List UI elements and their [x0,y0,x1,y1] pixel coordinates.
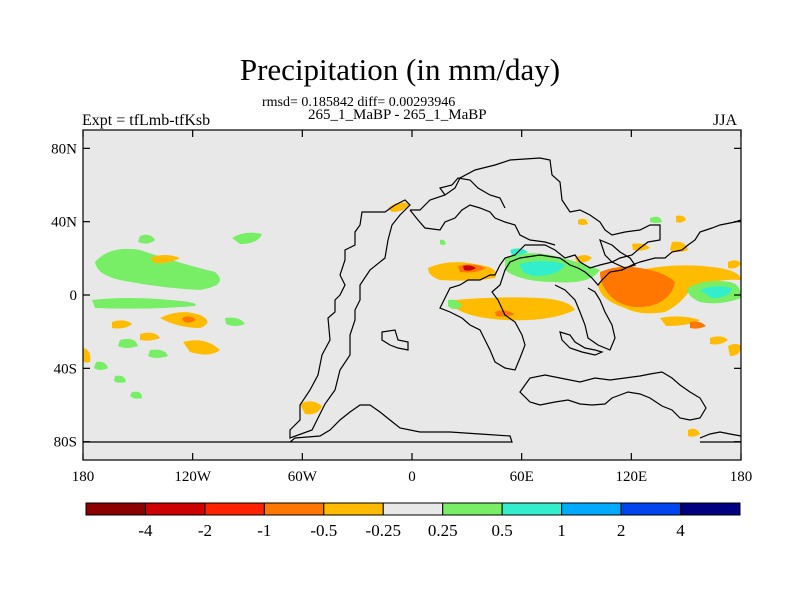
anomaly-patch [440,239,446,245]
colorbar-box [680,502,741,516]
anomaly-patch [676,215,686,223]
colorbar-box [442,502,503,516]
anomaly-patch [183,340,220,355]
anomaly-patch [728,260,741,269]
coastline [519,371,707,421]
x-tick-label: 120W [174,469,212,485]
anomaly-patch [578,218,588,225]
coastline [599,238,636,269]
y-tick-label: 80S [54,435,77,451]
anomaly-patch [94,361,108,370]
colorbar-box [144,502,206,516]
colorbar-box [620,502,682,516]
anomaly-patch [140,332,160,341]
colorbar-label: -2 [198,521,212,540]
colorbar-box [323,502,384,516]
colorbar-label: -1 [257,521,271,540]
anomaly-patch [650,216,662,223]
coastline [83,404,513,443]
coastline [409,204,556,246]
colorbar-box [263,502,325,516]
colorbar-box [85,502,146,516]
coastline [559,331,604,356]
colorbar-box [204,502,265,516]
anomaly-patch [225,317,245,326]
colorbar-label: 0.25 [428,521,458,540]
anomaly-patch [688,428,700,437]
experiment-label: Expt = tfLmb-tfKsb [82,112,211,129]
season-label: JJA [713,112,738,129]
x-tick-label: 60W [288,469,318,485]
anomaly-patch [300,401,322,415]
coastline [438,177,506,209]
anomaly-patch [130,391,142,399]
anomaly-patch [118,338,138,348]
x-tick-label: 60E [510,469,534,485]
colorbar-label: -0.5 [310,521,337,540]
x-tick-label: 180 [730,469,753,485]
anomaly-patch [448,299,462,309]
colorbar-box [382,502,444,516]
anomaly-patch [710,336,728,345]
anomaly-patch [112,320,132,329]
anomaly-patch [463,265,476,271]
colorbar-box [561,502,622,516]
coastlines [83,157,742,443]
anomaly-patch [600,266,675,308]
anomaly-patch [690,321,706,329]
coastline [289,199,411,439]
coastline [554,284,616,351]
colorbar-label: 4 [676,521,685,540]
anomaly-patch [232,232,262,244]
x-tick-label: 180 [72,469,95,485]
colorbar-label: 1 [557,521,566,540]
anomaly-patch [182,316,196,323]
chart-title: Precipitation (in mm/day) [239,52,561,87]
anomaly-patch [138,234,155,244]
anomaly-patch [728,344,741,356]
anomaly-patch [92,298,196,309]
anomaly-patch [520,261,565,276]
anomaly-patch [495,310,515,317]
anomaly-patch [388,202,410,212]
y-tick-label: 40N [51,215,77,231]
anomaly-patch [148,349,168,358]
coastline [381,329,409,351]
axes: 80N 40N 0 40S 80S 180 120W 60W 0 60E 120E 180 [51,130,752,485]
x-tick-label: 120E [615,469,647,485]
stats-line: rmsd= 0.185842 diff= 0.00293946 [262,95,456,110]
colorbar-label: 0.5 [492,521,513,540]
colorbar-label: -0.25 [366,521,401,540]
contour-fills [83,202,741,437]
anomaly-patch [455,297,575,321]
colorbar: -4 -2 -1 -0.5 -0.25 0.25 0.5 1 2 4 [85,502,741,540]
case-line: 265_1_MaBP - 265_1_MaBP [308,107,487,123]
coastline [699,431,742,439]
y-tick-label: 80N [51,141,77,157]
colorbar-label: 2 [617,521,626,540]
x-tick-label: 0 [408,469,416,485]
anomaly-patch [83,348,91,363]
colorbar-box [501,502,563,516]
anomaly-patch [95,248,220,290]
y-tick-label: 40S [54,361,77,377]
y-tick-label: 0 [70,288,78,304]
colorbar-label: -4 [138,521,153,540]
anomaly-patch [150,255,180,264]
anomaly-patch [114,375,126,383]
anomaly-patch [700,286,732,298]
coastline [410,157,742,371]
